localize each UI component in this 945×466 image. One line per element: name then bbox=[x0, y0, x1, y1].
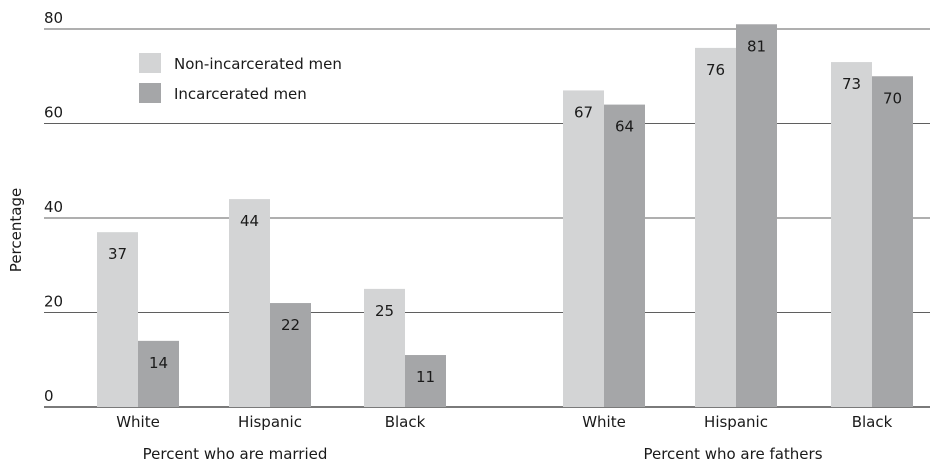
bar-non-incarcerated-white bbox=[97, 232, 138, 407]
data-label: 14 bbox=[149, 354, 168, 372]
data-label: 64 bbox=[615, 118, 634, 136]
bar-incarcerated-hispanic bbox=[270, 303, 311, 407]
y-tick-label: 0 bbox=[44, 387, 54, 405]
y-axis-ticks: 0 20 40 60 80 bbox=[44, 9, 63, 405]
y-tick-label: 80 bbox=[44, 9, 63, 27]
data-label: 81 bbox=[747, 37, 766, 55]
data-label: 70 bbox=[883, 89, 902, 107]
data-label: 44 bbox=[240, 212, 259, 230]
category-label: Hispanic bbox=[704, 413, 768, 431]
y-tick-label: 20 bbox=[44, 293, 63, 311]
category-label: Hispanic bbox=[238, 413, 302, 431]
data-label: 76 bbox=[706, 61, 725, 79]
data-label: 25 bbox=[375, 302, 394, 320]
gridlines bbox=[44, 28, 930, 408]
bar-non-incarcerated-black bbox=[364, 288, 405, 407]
category-label: White bbox=[582, 413, 626, 431]
group-label: Percent who are fathers bbox=[643, 445, 822, 463]
bar-non-incarcerated-black bbox=[831, 62, 872, 407]
bar-incarcerated-white bbox=[604, 104, 645, 407]
category-labels: White Hispanic Black White Hispanic Black bbox=[116, 413, 892, 431]
data-label: 67 bbox=[574, 103, 593, 121]
bar-incarcerated-black bbox=[872, 76, 913, 407]
category-label: Black bbox=[852, 413, 893, 431]
data-label: 73 bbox=[842, 75, 861, 93]
y-tick-label: 40 bbox=[44, 198, 63, 216]
bars: 37 14 44 22 25 11 67 64 76 81 73 70 bbox=[97, 24, 913, 408]
group-label: Percent who are married bbox=[143, 445, 328, 463]
category-label: White bbox=[116, 413, 160, 431]
data-label: 22 bbox=[281, 316, 300, 334]
category-label: Black bbox=[385, 413, 426, 431]
bar-non-incarcerated-hispanic bbox=[229, 199, 270, 407]
bar-incarcerated-black bbox=[405, 355, 446, 407]
legend-label: Non-incarcerated men bbox=[174, 55, 342, 73]
bar-incarcerated-white bbox=[138, 340, 179, 407]
y-tick-label: 60 bbox=[44, 104, 63, 122]
data-label: 37 bbox=[108, 245, 127, 263]
legend-label: Incarcerated men bbox=[174, 85, 307, 103]
legend: Non-incarcerated men Incarcerated men bbox=[139, 53, 342, 103]
bar-non-incarcerated-white bbox=[563, 90, 604, 408]
bar-non-incarcerated-hispanic bbox=[695, 47, 736, 408]
legend-swatch bbox=[139, 83, 161, 103]
bar-incarcerated-hispanic bbox=[736, 24, 777, 408]
y-axis-label: Percentage bbox=[7, 188, 25, 272]
data-label: 11 bbox=[416, 368, 435, 386]
group-labels: Percent who are married Percent who are f… bbox=[143, 445, 823, 463]
legend-swatch bbox=[139, 53, 161, 73]
